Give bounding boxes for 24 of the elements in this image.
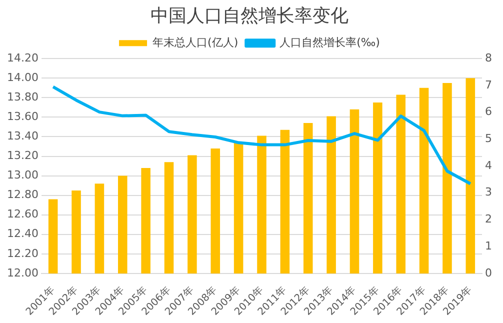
y2-tick-label: 5	[485, 132, 492, 146]
y-tick-label: 12.80	[6, 188, 38, 202]
y-tick-label: 14.00	[6, 70, 38, 84]
legend-label: 人口自然增长率(‰)	[280, 36, 380, 49]
y-tick-label: 13.40	[6, 130, 38, 143]
y-tick-label: 12.60	[6, 208, 38, 221]
y2-tick-label: 8	[485, 51, 492, 64]
y-tick-label: 13.20	[6, 149, 38, 162]
y2-tick-label: 1	[485, 239, 492, 252]
y-tick-label: 13.80	[6, 90, 38, 104]
y2-tick-label: 7	[485, 78, 492, 92]
y2-tick-label: 0	[485, 266, 492, 280]
y-tick-label: 13.00	[6, 168, 38, 182]
y2-tick-label: 3	[485, 186, 492, 199]
chart-title: 中国人口自然增长率变化	[150, 5, 348, 26]
y2-tick-label: 6	[485, 105, 492, 118]
y-tick-label: 13.60	[6, 110, 38, 124]
y-tick-label: 12.40	[6, 227, 38, 240]
y-tick-label: 14.20	[6, 51, 38, 64]
y2-tick-label: 2	[485, 212, 492, 226]
y2-tick-label: 4	[485, 158, 492, 172]
y-tick-label: 12.20	[6, 246, 38, 260]
y-tick-label: 12.00	[6, 266, 38, 280]
legend-label: 年末总人口(亿人)	[152, 36, 238, 49]
